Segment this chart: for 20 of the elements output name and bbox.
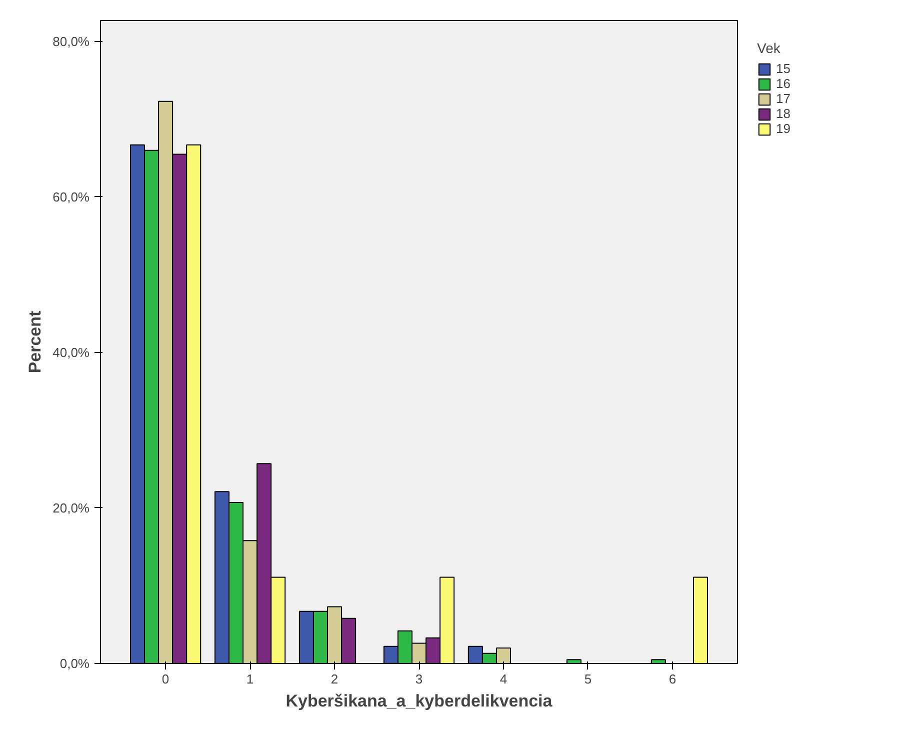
y-tick-label: 80,0% xyxy=(52,34,90,49)
legend-label: 15 xyxy=(776,61,792,76)
y-tick-label: 40,0% xyxy=(52,344,90,360)
y-axis-title: Percent xyxy=(26,310,45,374)
x-tick-label: 3 xyxy=(415,672,423,686)
legend-label: 16 xyxy=(776,76,792,91)
x-tick-label: 6 xyxy=(668,672,676,686)
y-tick-label: 0,0% xyxy=(60,656,90,671)
legend-label: 19 xyxy=(776,121,792,136)
x-tick-label: 5 xyxy=(584,672,592,686)
legend-label: 18 xyxy=(776,106,792,121)
x-tick-label: 1 xyxy=(246,672,254,686)
x-tick-label: 0 xyxy=(162,672,170,686)
y-tick-label: 20,0% xyxy=(52,500,90,516)
x-tick-label: 2 xyxy=(330,672,338,686)
x-axis-title: Kyberšikana_a_kyberdelikvencia xyxy=(286,692,553,710)
x-tick-label: 4 xyxy=(500,672,508,686)
legend-title: Vek xyxy=(757,40,782,56)
legend-label: 17 xyxy=(776,91,792,106)
y-tick-label: 60,0% xyxy=(52,189,90,204)
